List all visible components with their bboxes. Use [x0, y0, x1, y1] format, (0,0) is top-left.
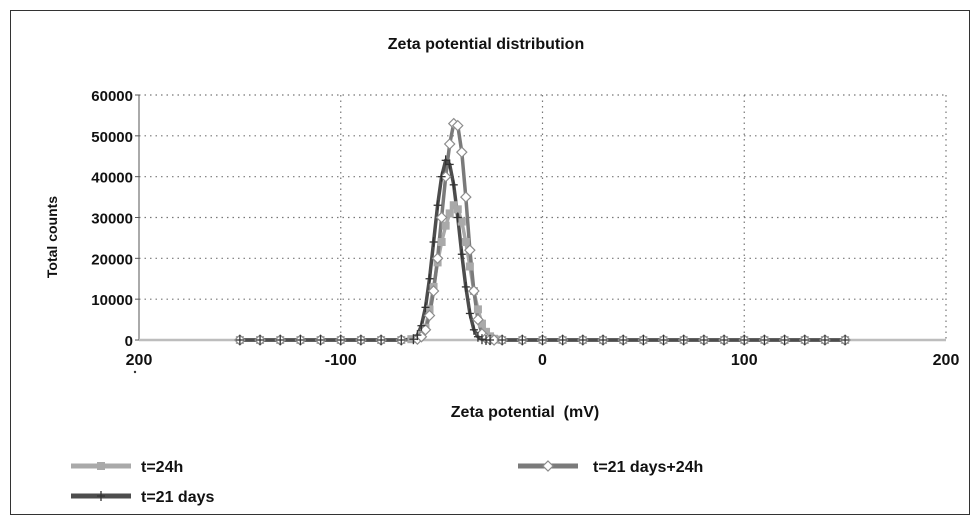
- x-tick-label: 200: [933, 352, 960, 369]
- data-point-0: [449, 201, 458, 210]
- y-tick-label: 20000: [91, 251, 133, 268]
- data-point-2: [472, 313, 484, 326]
- y-tick-label: 30000: [91, 211, 133, 228]
- grid: [139, 94, 947, 340]
- axes: [133, 94, 946, 374]
- data-point-2: [459, 191, 472, 203]
- x-tick-label: 100: [731, 352, 758, 369]
- legend-symbol-t21days: [71, 491, 131, 501]
- legend-symbol-t24h: [71, 462, 131, 470]
- data-point-2: [451, 119, 464, 132]
- y-tick-label: 60000: [91, 88, 133, 105]
- data-point-2: [443, 138, 456, 150]
- legend-item-t21days: t=21 days: [71, 489, 214, 506]
- data-point-0: [437, 238, 446, 246]
- data-point-0: [465, 262, 474, 271]
- legend-item-t24h: t=24h: [71, 459, 183, 476]
- y-axis-label: Total counts: [44, 196, 60, 278]
- y-tick-labels: 0 10000 20000 30000 40000 50000 60000: [91, 88, 133, 350]
- y-tick-label: 0: [125, 333, 133, 350]
- data-point-0: [461, 238, 470, 246]
- data-point-0: [482, 327, 491, 336]
- data-point-2: [431, 252, 444, 265]
- series-markers: [234, 117, 851, 346]
- data-point-2: [423, 309, 436, 322]
- data-point-2: [455, 146, 468, 159]
- legend-label-t21days24h: t=21 days+24h: [593, 459, 703, 476]
- data-point-2: [427, 285, 440, 297]
- legend-marker: [542, 460, 554, 472]
- data-point-2: [488, 334, 500, 346]
- data-point-0: [477, 319, 486, 328]
- zeta-potential-chart: Zeta potential distribution 0 10000 20000 3…: [44, 36, 960, 506]
- data-point-2: [439, 170, 452, 183]
- data-point-2: [464, 244, 476, 257]
- x-axis-label: Zeta potential (mV): [451, 404, 599, 421]
- series-line-0: [239, 203, 846, 342]
- data-point-0: [457, 217, 466, 226]
- y-tick-label: 50000: [91, 129, 133, 146]
- data-point-0: [445, 209, 454, 218]
- data-point-0: [441, 221, 450, 230]
- chart-frame: Zeta potential distribution 0 10000 20000 3…: [10, 10, 970, 515]
- legend-label-t21days: t=21 days: [141, 489, 214, 506]
- x-tick-label: 0: [538, 352, 547, 369]
- legend-item-t21days24h: t=21 days+24h: [518, 459, 703, 476]
- chart-title: Zeta potential distribution: [388, 36, 584, 53]
- data-point-2: [435, 211, 448, 224]
- legend-label-t24h: t=24h: [141, 459, 183, 476]
- legend-symbol-t21days24h: [518, 460, 578, 472]
- data-point-2: [419, 323, 432, 336]
- data-point-0: [453, 205, 462, 214]
- legend-marker: [97, 462, 105, 470]
- y-tick-label: 40000: [91, 170, 133, 187]
- data-point-2: [468, 285, 480, 297]
- data-point-0: [473, 305, 482, 314]
- x-tick-label: -100: [325, 352, 357, 369]
- data-point-0: [425, 305, 434, 314]
- x-tick-labels: 200 -100 0 100 200: [126, 352, 960, 369]
- x-tick-label: 200: [126, 352, 153, 369]
- axis-dot: [133, 370, 137, 374]
- y-tick-label: 10000: [91, 292, 133, 309]
- legend: t=24h t=21 days t=21 days+24h: [71, 459, 703, 506]
